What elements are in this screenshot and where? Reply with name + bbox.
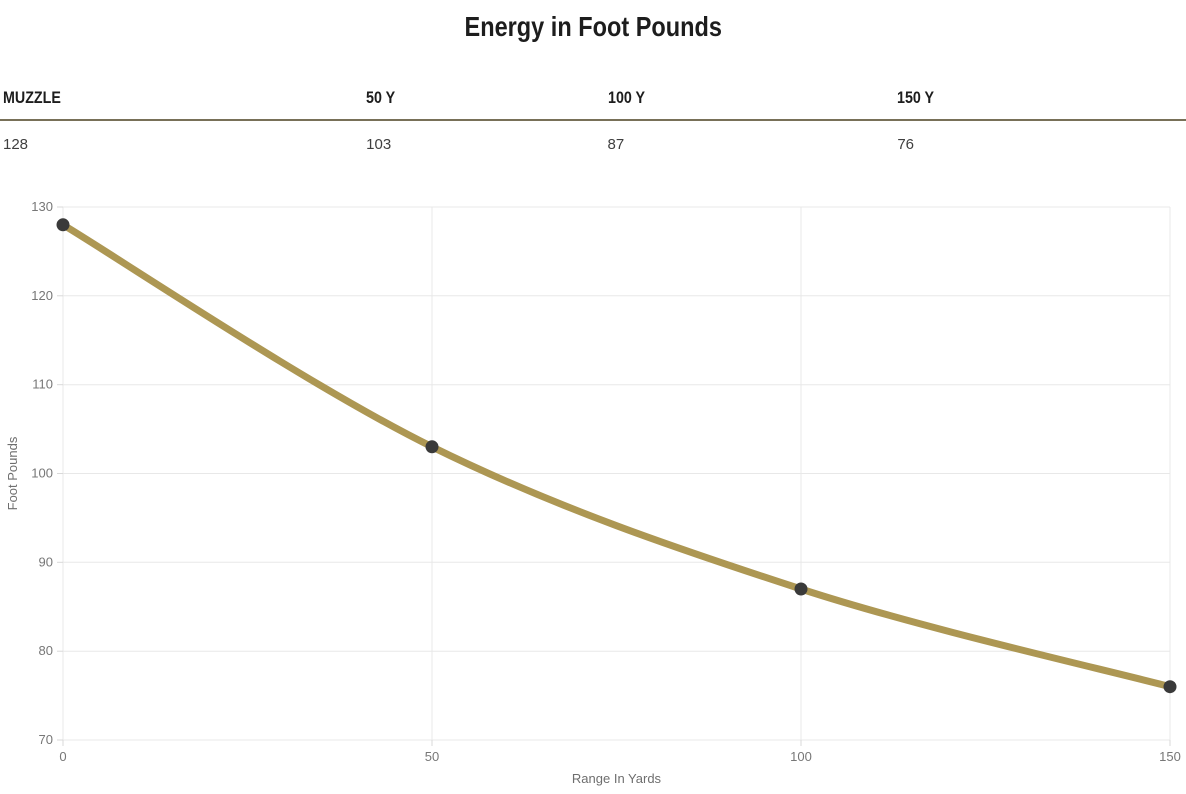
stats-header-100y: 100 Y bbox=[607, 88, 645, 107]
stats-value-row: 128 103 87 76 bbox=[0, 121, 1186, 155]
stats-header-muzzle: MUZZLE bbox=[3, 88, 61, 107]
line-chart-canvas[interactable]: 70 80 90 100 110 120 130 0 50 100 150 Foot Pounds Ra… bbox=[0, 187, 1186, 787]
y-tick-label: 80 bbox=[39, 643, 53, 658]
x-tick-label: 0 bbox=[59, 749, 66, 764]
stats-value-150y: 76 bbox=[897, 136, 915, 153]
chart-tick-labels: 70 80 90 100 110 120 130 0 50 100 150 bbox=[31, 199, 1181, 764]
data-point-marker[interactable] bbox=[794, 582, 808, 596]
stats-header-50y: 50 Y bbox=[366, 88, 396, 107]
stats-value-100y: 87 bbox=[607, 136, 625, 153]
energy-series-line bbox=[59, 221, 1174, 691]
data-point-marker[interactable] bbox=[425, 440, 439, 454]
stats-value-muzzle: 128 bbox=[3, 136, 29, 153]
data-point-marker[interactable] bbox=[1163, 680, 1177, 694]
page: Energy in Foot Pounds MUZZLE 50 Y 100 Y … bbox=[0, 10, 1186, 794]
y-tick-label: 100 bbox=[31, 466, 53, 481]
chart-gridlines bbox=[62, 206, 1171, 741]
stats-value-50y: 103 bbox=[366, 136, 392, 153]
y-tick-label: 120 bbox=[31, 288, 53, 303]
x-tick-label: 50 bbox=[425, 749, 439, 764]
stats-header-150y: 150 Y bbox=[897, 88, 935, 107]
x-tick-label: 150 bbox=[1159, 749, 1181, 764]
energy-line-chart: 70 80 90 100 110 120 130 0 50 100 150 Foot Pounds Ra… bbox=[0, 187, 1186, 787]
y-tick-label: 70 bbox=[39, 732, 53, 747]
y-tick-label: 110 bbox=[32, 377, 53, 392]
y-tick-label: 130 bbox=[31, 199, 53, 214]
x-axis-title: Range In Yards bbox=[572, 771, 662, 786]
page-title-text: Energy in Foot Pounds bbox=[464, 11, 722, 42]
data-point-marker[interactable] bbox=[56, 218, 70, 232]
y-axis-title: Foot Pounds bbox=[5, 436, 20, 510]
page-title: Energy in Foot Pounds bbox=[0, 10, 1186, 44]
x-tick-label: 100 bbox=[790, 749, 812, 764]
data-points bbox=[56, 218, 1177, 694]
chart-ticks bbox=[57, 206, 1171, 746]
y-tick-label: 90 bbox=[39, 554, 53, 569]
stats-header-row: MUZZLE 50 Y 100 Y 150 Y bbox=[0, 88, 1186, 121]
energy-stats-table: MUZZLE 50 Y 100 Y 150 Y 128 103 87 76 bbox=[0, 88, 1186, 155]
